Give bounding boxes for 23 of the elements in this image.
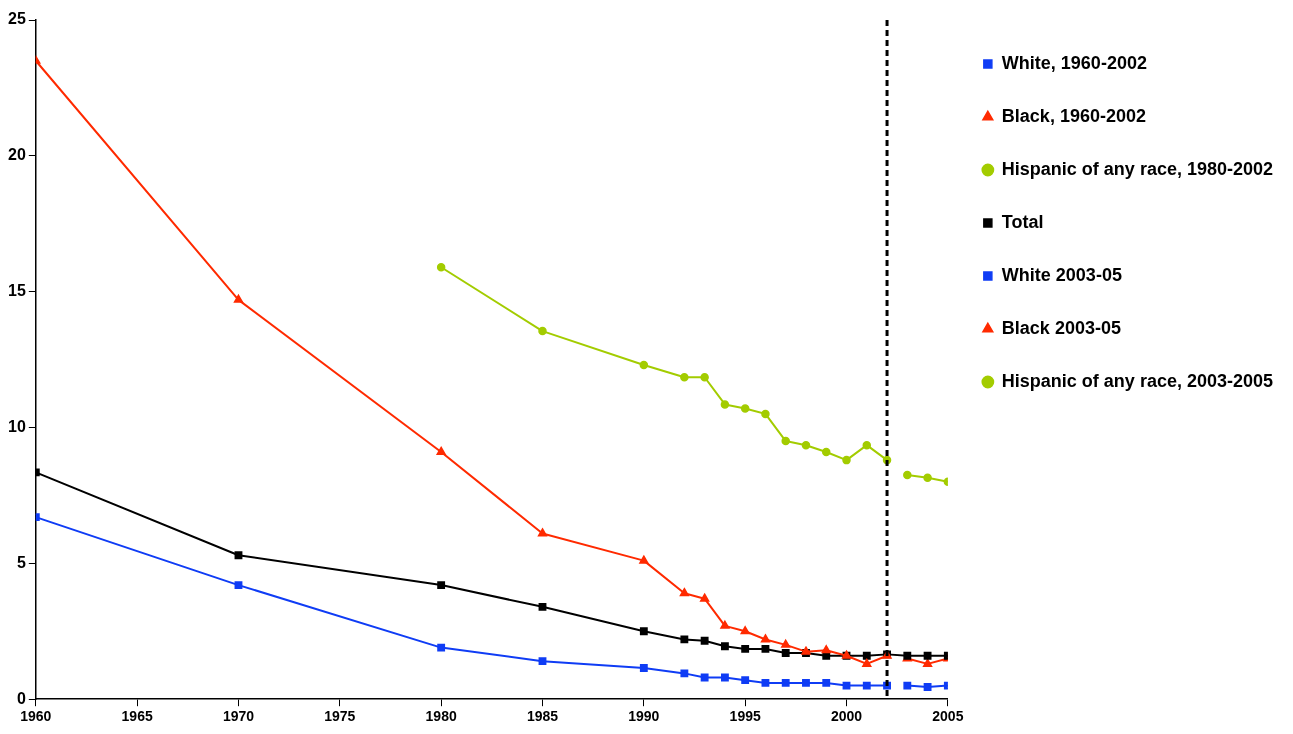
- x-tick-label: 2000: [830, 708, 863, 725]
- y-tick-label: 5: [16, 553, 26, 571]
- legend-label: White, 1960-2002: [1001, 52, 1147, 73]
- y-tick-label: 10: [8, 417, 26, 435]
- x-tick-label: 2005: [932, 708, 964, 725]
- legend-label: Black 2003-05: [1001, 317, 1121, 338]
- y-tick-label: 25: [8, 10, 26, 28]
- y-tick-label: 15: [8, 282, 26, 300]
- x-tick-label: 1985: [526, 708, 559, 725]
- x-tick-label: 1990: [628, 708, 660, 725]
- x-tick-label: 1965: [121, 708, 153, 725]
- legend-label: Hispanic of any race, 2003-2005: [1001, 370, 1273, 391]
- legend-label: Black, 1960-2002: [1001, 105, 1146, 126]
- x-tick-label: 1975: [324, 708, 356, 725]
- x-tick-label: 1980: [425, 708, 457, 725]
- x-tick-label: 1970: [222, 708, 255, 725]
- legend-label: Total: [1001, 211, 1044, 232]
- legend-label: Hispanic of any race, 1980-2002: [1001, 158, 1273, 179]
- legend-label: White 2003-05: [1001, 264, 1122, 285]
- y-tick-label: 0: [16, 689, 26, 707]
- x-tick-label: 1960: [20, 708, 52, 725]
- y-tick-label: 20: [8, 146, 26, 164]
- x-tick-label: 1995: [729, 708, 761, 725]
